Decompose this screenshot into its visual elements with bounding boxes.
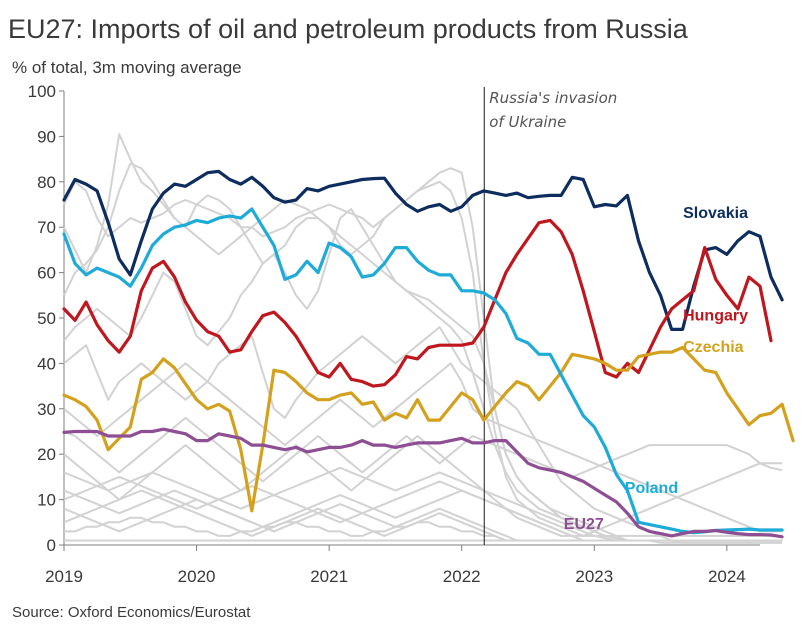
series-label-slovakia: Slovakia (683, 205, 748, 222)
x-tick-label: 2019 (45, 567, 83, 586)
highlighted-series (62, 169, 795, 539)
y-tick-label: 30 (37, 400, 56, 419)
series-label-eu27: EU27 (564, 516, 604, 533)
series-line-poland (62, 207, 784, 535)
y-tick-label: 60 (37, 264, 56, 283)
x-tick-label: 2020 (178, 567, 216, 586)
axes: 0 10 20 30 40 50 60 70 80 90 100 2019 2020 2021 2022 20… (28, 82, 760, 586)
x-tick-label: 2023 (575, 567, 613, 586)
series-line-czechia (62, 345, 795, 513)
y-tick-label: 0 (47, 536, 56, 555)
y-tick-label: 10 (37, 491, 56, 510)
y-tick-label: 100 (28, 82, 56, 101)
annotation-text: of Ukraine (489, 113, 566, 131)
y-tick-label: 40 (37, 354, 56, 373)
source-note: Source: Oxford Economics/Eurostat (12, 604, 251, 621)
y-tick-label: 70 (37, 218, 56, 237)
y-tick-label: 50 (37, 309, 56, 328)
x-tick-label: 2024 (708, 567, 746, 586)
series-labels: Slovakia Hungary Czechia Poland EU27 (564, 205, 748, 533)
chart-subtitle: % of total, 3m moving average (12, 58, 242, 77)
series-label-poland: Poland (625, 480, 678, 497)
x-tick-label: 2021 (310, 567, 348, 586)
series-line-hungary (62, 218, 773, 388)
annotation-text: Russia's invasion (489, 89, 617, 107)
background-series-line (63, 326, 783, 542)
y-tick-label: 90 (37, 127, 56, 146)
series-label-hungary: Hungary (683, 307, 748, 324)
y-tick-label: 20 (37, 445, 56, 464)
background-series-line (63, 466, 783, 537)
y-tick-label: 80 (37, 173, 56, 192)
background-series-line (63, 362, 783, 533)
series-line-slovakia (62, 169, 784, 331)
series-line-eu27 (62, 427, 784, 539)
series-label-czechia: Czechia (683, 339, 744, 356)
x-tick-label: 2022 (443, 567, 481, 586)
background-series-line (63, 416, 783, 483)
chart-title: EU27: Imports of oil and petroleum produ… (8, 14, 689, 44)
annotation: Russia's invasion of Ukraine (483, 87, 617, 545)
background-series-line (63, 435, 783, 537)
